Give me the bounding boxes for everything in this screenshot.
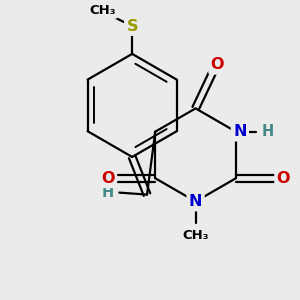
Text: O: O [277,171,290,186]
Text: S: S [126,19,138,34]
Text: N: N [189,194,202,209]
Text: O: O [211,57,224,72]
Text: H: H [101,185,113,200]
Text: N: N [233,124,247,139]
Text: O: O [101,171,114,186]
Text: CH₃: CH₃ [182,229,209,242]
Text: CH₃: CH₃ [89,4,116,17]
Text: H: H [262,124,274,139]
